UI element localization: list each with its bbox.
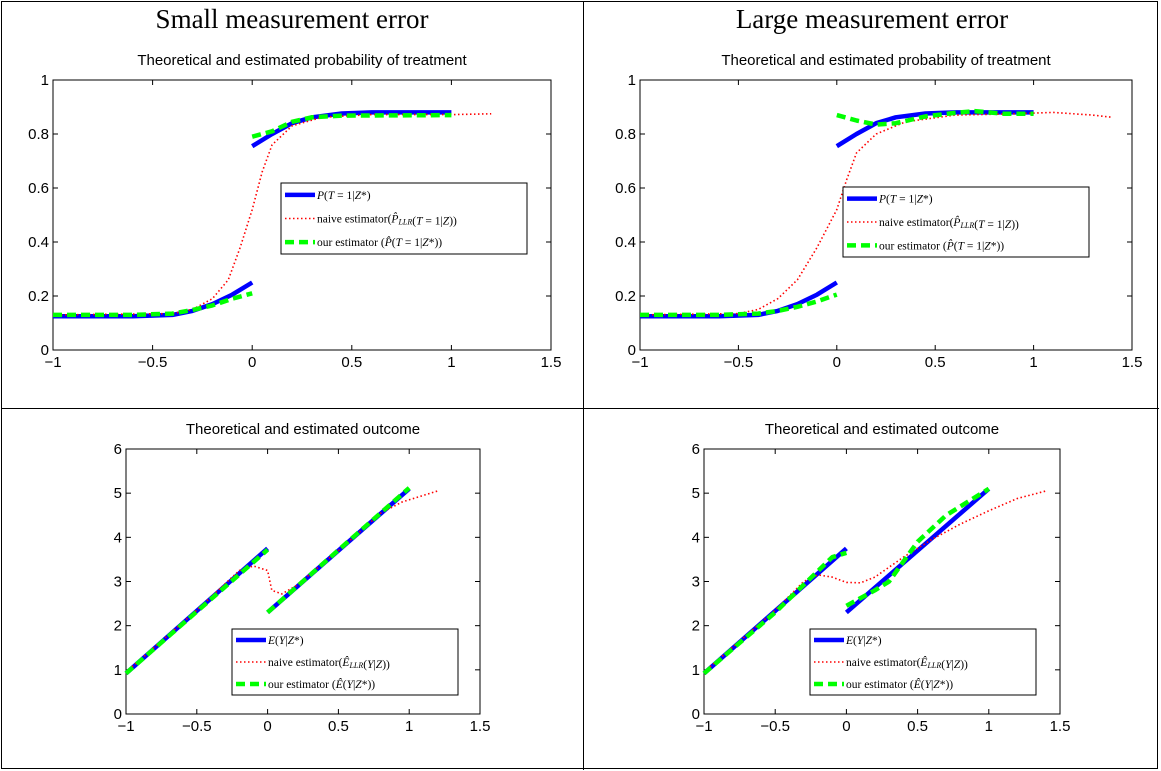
y-tick-label: 1 <box>628 72 636 89</box>
series-line-dashed <box>251 112 452 139</box>
x-tick-label: −1 <box>44 354 61 371</box>
series-line-dashed <box>845 486 990 608</box>
x-tick-label: 0.5 <box>341 354 362 371</box>
plot-title: Theoretical and estimated outcome <box>765 421 999 438</box>
x-tick-label: 1 <box>447 354 455 371</box>
y-tick-label: 0 <box>692 706 700 723</box>
x-tick-label: 0.5 <box>925 354 946 371</box>
y-tick-label: 0.4 <box>615 234 636 251</box>
x-tick-label: 1.5 <box>1122 354 1143 371</box>
x-tick-label: −0.5 <box>138 354 168 371</box>
y-tick-label: 0.8 <box>615 126 636 143</box>
legend-box <box>231 628 459 696</box>
row-divider <box>2 408 1159 409</box>
x-tick-label: 0.5 <box>328 718 349 735</box>
plot-title: Theoretical and estimated probability of… <box>721 52 1051 69</box>
series-line-dashed <box>124 548 270 676</box>
legend-box <box>809 628 1037 696</box>
legend-label: our estimator (P̂(T = 1|Z*)) <box>317 235 442 249</box>
x-tick-label: −0.5 <box>760 718 790 735</box>
series-line-dotted <box>703 490 1047 673</box>
legend-label: naive estimator(P̂LLR(T = 1|Z)) <box>317 212 457 228</box>
y-tick-label: 0.2 <box>615 288 636 305</box>
x-tick-label: 1 <box>1029 354 1037 371</box>
column-divider <box>583 2 584 770</box>
y-tick-label: 1 <box>114 662 122 679</box>
y-tick-label: 2 <box>692 618 700 635</box>
legend-box <box>842 186 1090 258</box>
legend-label: E(Y|Z*) <box>267 635 304 647</box>
y-tick-label: 5 <box>692 485 700 502</box>
series-line-dashed <box>53 291 253 318</box>
y-tick-label: 3 <box>114 574 122 591</box>
x-tick-label: 1.5 <box>541 354 562 371</box>
series-line-dashed <box>836 108 1034 127</box>
y-tick-label: 6 <box>114 441 122 458</box>
x-tick-label: 0 <box>842 718 850 735</box>
x-tick-label: −1 <box>117 718 134 735</box>
y-tick-label: 3 <box>692 574 700 591</box>
series-line-dashed <box>266 486 411 615</box>
y-tick-label: 1 <box>41 72 49 89</box>
y-tick-label: 1 <box>692 662 700 679</box>
column-header-small-error: Small measurement error <box>155 4 429 34</box>
y-tick-label: 0.4 <box>28 234 49 251</box>
x-tick-label: 0 <box>833 354 841 371</box>
legend-label: our estimator (P̂(T = 1|Z*)) <box>879 238 1004 252</box>
axes-box <box>52 79 552 351</box>
legend-label: naive estimator(P̂LLR(T = 1|Z)) <box>879 215 1019 231</box>
x-tick-label: 1.5 <box>470 718 491 735</box>
series-line-dashed <box>702 550 848 676</box>
x-tick-label: 1 <box>985 718 993 735</box>
legend-label: P(T = 1|Z*) <box>878 194 933 206</box>
series-line-solid <box>53 280 254 319</box>
y-tick-label: 0 <box>114 706 122 723</box>
y-tick-label: 4 <box>114 529 122 546</box>
x-tick-label: 0 <box>263 718 271 735</box>
y-tick-label: 6 <box>692 441 700 458</box>
x-tick-label: 0.5 <box>907 718 928 735</box>
series-line-solid <box>640 280 838 319</box>
y-tick-label: 0.6 <box>28 180 49 197</box>
y-tick-label: 5 <box>114 485 122 502</box>
legend-label: our estimator (Ê(Y|Z*)) <box>268 677 375 691</box>
plot-title: Theoretical and estimated probability of… <box>137 52 467 69</box>
legend-label: P(T = 1|Z*) <box>316 190 371 202</box>
axes-box <box>639 79 1133 351</box>
y-tick-label: 0.2 <box>28 288 49 305</box>
x-tick-label: −1 <box>695 718 712 735</box>
y-tick-label: 4 <box>692 529 700 546</box>
legend-label: our estimator (Ê(Y|Z*)) <box>846 677 953 691</box>
y-tick-label: 2 <box>114 618 122 635</box>
x-tick-label: 1.5 <box>1050 718 1071 735</box>
x-tick-label: 1 <box>405 718 413 735</box>
x-tick-label: 0 <box>248 354 256 371</box>
series-line-dashed <box>640 292 838 318</box>
series-line-solid <box>844 487 991 615</box>
y-tick-label: 0 <box>41 342 49 359</box>
legend-label: E(Y|Z*) <box>845 635 882 647</box>
column-header-large-error: Large measurement error <box>735 4 1009 34</box>
y-tick-label: 0.8 <box>28 126 49 143</box>
y-tick-label: 0.6 <box>615 180 636 197</box>
plot-title: Theoretical and estimated outcome <box>186 421 420 438</box>
x-tick-label: −0.5 <box>724 354 754 371</box>
x-tick-label: −1 <box>631 354 648 371</box>
legend-box <box>280 182 528 255</box>
y-tick-label: 0 <box>628 342 636 359</box>
x-tick-label: −0.5 <box>182 718 212 735</box>
legend-label: naive estimator(ÊLLR(Y|Z)) <box>846 655 968 671</box>
legend-label: naive estimator(ÊLLR(Y|Z)) <box>268 655 390 671</box>
